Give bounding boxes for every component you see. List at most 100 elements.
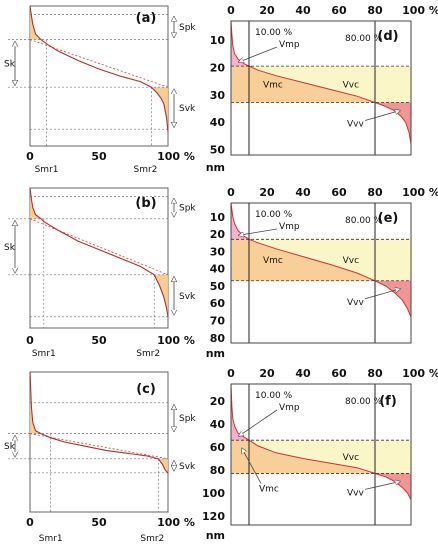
vmc-arrow (242, 448, 262, 484)
plot-frame (29, 187, 169, 329)
valley-area-fill (154, 274, 168, 317)
smr2-label: Smr2 (136, 349, 160, 359)
svk-label: Svk (179, 292, 196, 302)
peak-area-fill (30, 372, 42, 434)
x-tick-label: 0 (26, 150, 34, 163)
x-tick-label: 0 (227, 367, 235, 380)
x-tick-label: 20 (259, 367, 275, 380)
x-tick-label: 50 (91, 516, 107, 529)
vmp-arrow (239, 46, 278, 62)
y-tick-label: 60 (210, 297, 226, 310)
vmp-region (231, 203, 249, 240)
vmp-label: Vmp (279, 222, 300, 232)
equivalent-line (29, 433, 169, 460)
smr1-label: Smr1 (32, 349, 56, 359)
y-tick-label: 60 (210, 441, 226, 454)
y-tick-label: 80 (210, 464, 226, 477)
x-tick-label: 60 (331, 186, 347, 199)
panel-d: (d) 0 20 40 60 80 100 % 10 20 30 40 50 nm 10.00 % 80.0… (206, 4, 438, 174)
y-tick-label: 30 (210, 245, 226, 258)
svk-label: Svk (179, 462, 196, 472)
x-tick-label: 60 (331, 4, 347, 17)
pct-label-mr2: 80.00 % (345, 216, 383, 226)
vvv-region (375, 473, 411, 500)
panel-label: (d) (377, 29, 398, 44)
y-tick-label: 30 (210, 89, 226, 102)
bearing-curve-shadow (29, 371, 169, 473)
panel-f: (f) 0 20 40 60 80 100 % 20 40 60 80 100 120 nm 10.00 %… (202, 367, 438, 542)
spk-label: Spk (179, 23, 196, 33)
panel-label: (b) (135, 196, 156, 211)
vmp-arrow (239, 409, 278, 436)
x-tick-label: 100 % (157, 334, 195, 347)
pct-label-mr1: 10.00 % (255, 28, 293, 38)
vmc-region (231, 239, 375, 281)
y-unit-label: nm (206, 161, 225, 174)
vmp-label: Vmp (279, 40, 300, 50)
vmp-arrow (239, 228, 278, 235)
x-tick-label: 100 % (402, 367, 438, 380)
plot-frame (29, 5, 169, 147)
y-tick-label: 50 (210, 280, 226, 293)
panel-label: (a) (136, 11, 157, 26)
panel-label: (c) (136, 382, 156, 397)
x-tick-label: 0 (227, 186, 235, 199)
vvc-label: Vvc (343, 256, 359, 266)
y-tick-label: 20 (210, 61, 226, 74)
panel-c: (c) Spk Svk Sk 0 50 100 % Smr1 Smr2 (4, 371, 196, 544)
smr1-label: Smr1 (35, 165, 59, 175)
x-tick-label: 40 (295, 4, 311, 17)
panel-label: (f) (379, 394, 397, 409)
sk-label: Sk (4, 243, 16, 253)
x-tick-label: 40 (295, 186, 311, 199)
y-unit-label: nm (206, 347, 225, 360)
x-tick-label: 100 % (157, 516, 195, 529)
peak-area-fill (30, 6, 42, 40)
bearing-curve (230, 20, 412, 145)
vvc-label: Vvc (343, 453, 359, 463)
vmp-region (231, 21, 249, 67)
pct-label-mr1: 10.00 % (255, 210, 293, 220)
vvv-arrow (364, 289, 400, 300)
vvv-label: Vvv (347, 298, 364, 308)
vmc-label: Vmc (263, 256, 283, 266)
y-tick-label: 120 (202, 510, 225, 523)
x-tick-label: 100 % (157, 150, 195, 163)
y-tick-label: 40 (210, 263, 226, 276)
peak-area-fill (30, 188, 42, 219)
y-tick-label: 40 (210, 418, 226, 431)
vmp-region (231, 384, 249, 441)
spk-label: Spk (179, 204, 196, 214)
bearing-curve (230, 202, 412, 318)
bearing-curve-shadow (29, 187, 169, 317)
smr2-label: Smr2 (140, 534, 164, 544)
y-tick-label: 20 (210, 228, 226, 241)
plot-frame (29, 371, 169, 513)
vmc-label: Vmc (263, 80, 283, 90)
svk-label: Svk (179, 104, 196, 114)
x-tick-label: 80 (367, 367, 383, 380)
panel-a: (a) Spk Svk Sk 0 50 100 % Smr1 Smr2 (4, 5, 196, 175)
sk-label: Sk (4, 442, 16, 452)
equivalent-line (29, 218, 169, 276)
vmc-label: Vmc (259, 484, 279, 494)
x-tick-label: 80 (367, 4, 383, 17)
x-tick-label: 80 (367, 186, 383, 199)
panel-e: (e) 0 20 40 60 80 100 % 10 20 30 40 50 60 70 80 nm 10.00… (206, 186, 438, 360)
x-tick-label: 0 (26, 516, 34, 529)
vvc-label: Vvc (343, 80, 359, 90)
vmp-label: Vmp (279, 403, 300, 413)
y-tick-label: 40 (210, 116, 226, 129)
smr1-label: Smr1 (39, 534, 63, 544)
x-tick-label: 0 (26, 334, 34, 347)
y-tick-label: 10 (210, 34, 226, 47)
x-tick-label: 50 (91, 334, 107, 347)
x-tick-label: 60 (331, 367, 347, 380)
x-tick-label: 100 % (402, 4, 438, 17)
plot-frame (230, 202, 412, 344)
y-tick-label: 70 (210, 315, 226, 328)
x-tick-label: 100 % (402, 186, 438, 199)
panel-label: (e) (378, 211, 399, 226)
y-tick-label: 80 (210, 332, 226, 345)
y-unit-label: nm (206, 529, 225, 542)
